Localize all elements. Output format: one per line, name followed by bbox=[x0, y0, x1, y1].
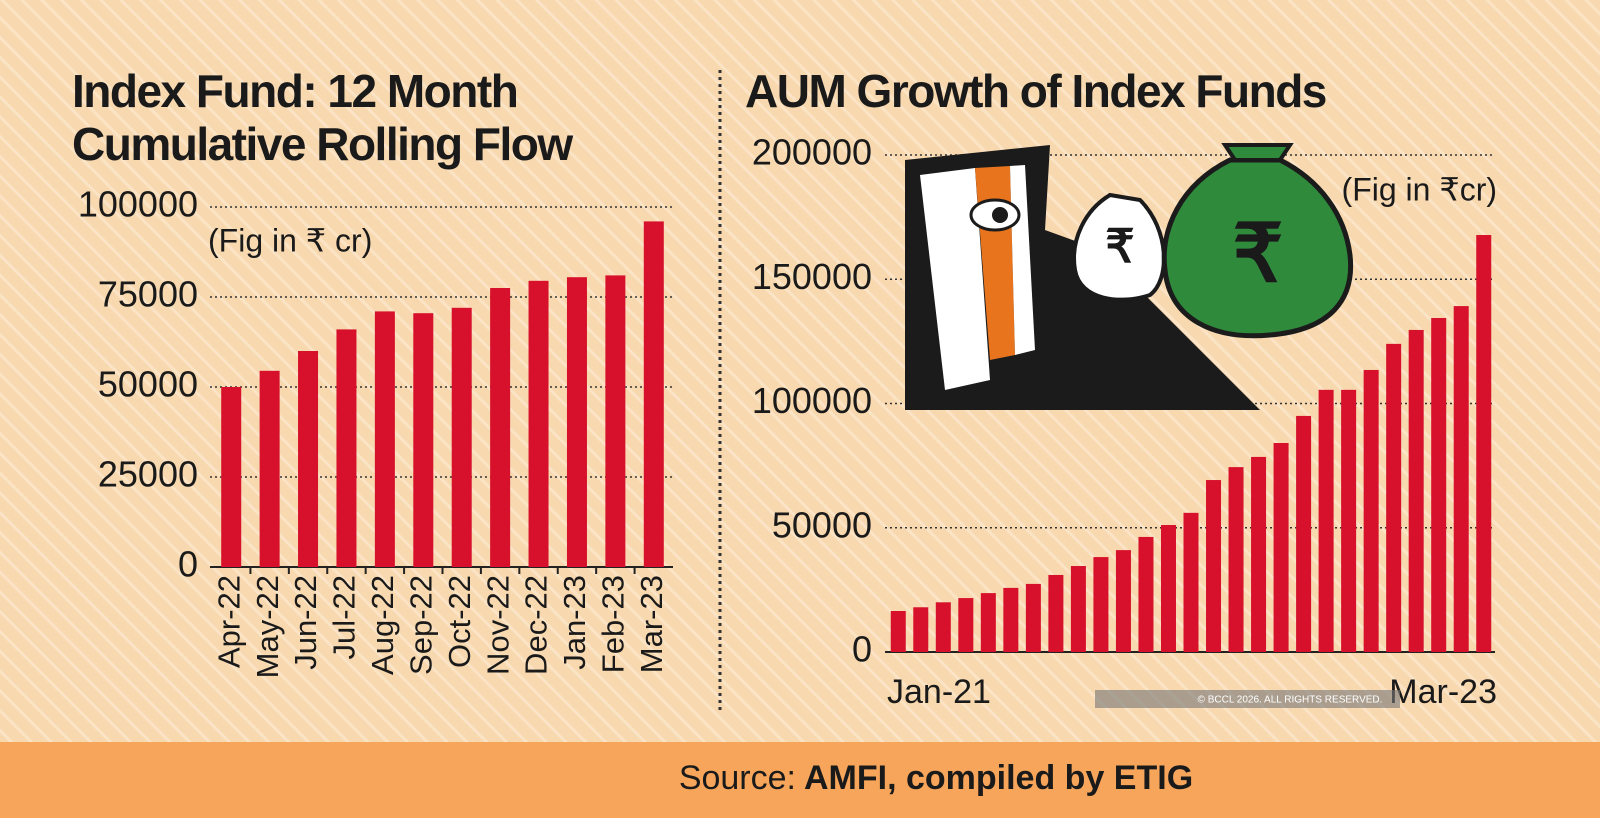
y-tick-label: 150000 bbox=[752, 256, 872, 297]
watermark-band bbox=[1095, 690, 1400, 708]
bar bbox=[413, 313, 434, 567]
bar bbox=[490, 288, 511, 567]
footer-band bbox=[0, 742, 1600, 818]
bar bbox=[1003, 587, 1019, 652]
bar bbox=[980, 593, 996, 652]
bar bbox=[1093, 557, 1109, 652]
y-tick-label: 100000 bbox=[78, 184, 198, 225]
bar bbox=[1025, 583, 1041, 652]
bar bbox=[451, 307, 472, 567]
source-text: AMFI, compiled by ETIG bbox=[804, 759, 1193, 797]
x-tick-label: Mar-23 bbox=[634, 575, 669, 673]
x-tick-label: Jan-23 bbox=[557, 575, 592, 670]
bar bbox=[374, 311, 395, 567]
bar bbox=[1206, 480, 1222, 652]
x-tick-label: Feb-23 bbox=[596, 575, 631, 673]
chart-title: AUM Growth of Index Funds bbox=[745, 65, 1326, 117]
bar bbox=[958, 598, 974, 652]
x-tick-label: Aug-22 bbox=[365, 575, 400, 675]
bar bbox=[221, 387, 242, 567]
bar bbox=[1476, 235, 1492, 652]
x-tick-label: Jun-22 bbox=[288, 575, 323, 670]
bar bbox=[913, 607, 929, 652]
x-tick-label: Sep-22 bbox=[403, 575, 438, 675]
bar bbox=[1453, 306, 1469, 652]
x-tick-label: Nov-22 bbox=[480, 575, 515, 675]
marks-layer: AUM Growth of Index Funds (Fig in ₹cr) Jan… bbox=[745, 65, 1497, 711]
y-tick-label: 50000 bbox=[98, 364, 198, 405]
bar bbox=[259, 370, 280, 567]
bar bbox=[890, 610, 906, 652]
x-tick-label: Mar-23 bbox=[1389, 673, 1497, 711]
y-tick-label: 100000 bbox=[752, 380, 872, 421]
grid-layer: 0 25000 50000 75000 100000 bbox=[78, 184, 673, 585]
bar bbox=[1431, 318, 1447, 652]
bar bbox=[605, 275, 626, 567]
y-tick-label: 75000 bbox=[98, 274, 198, 315]
bar bbox=[935, 602, 951, 652]
bar bbox=[298, 351, 319, 567]
bar bbox=[1341, 389, 1357, 652]
bar bbox=[1363, 369, 1379, 652]
bar bbox=[1228, 467, 1244, 652]
bar bbox=[566, 277, 587, 567]
source-label: Source: bbox=[679, 759, 796, 797]
chart-title: Index Fund: 12 Month bbox=[72, 65, 517, 117]
unit-note: (Fig in ₹cr) bbox=[1342, 171, 1497, 207]
bar bbox=[1138, 536, 1154, 652]
svg-text:₹: ₹ bbox=[1233, 209, 1284, 298]
bar bbox=[1251, 456, 1267, 652]
bar bbox=[1115, 550, 1131, 652]
x-tick-label: Jan-21 bbox=[887, 673, 991, 711]
y-tick-label: 25000 bbox=[98, 454, 198, 495]
chart-title: Cumulative Rolling Flow bbox=[72, 118, 573, 170]
bar bbox=[1160, 525, 1176, 652]
x-tick-label: Jul-22 bbox=[327, 575, 362, 659]
y-tick-label: 50000 bbox=[772, 504, 872, 545]
x-tick-label: Oct-22 bbox=[442, 575, 477, 668]
bar bbox=[1048, 574, 1064, 652]
bar bbox=[528, 280, 549, 567]
bar bbox=[1386, 343, 1402, 652]
unit-note: (Fig in ₹ cr) bbox=[208, 222, 372, 258]
bar bbox=[643, 221, 664, 567]
y-tick-label: 200000 bbox=[752, 132, 872, 173]
bar bbox=[1318, 389, 1334, 652]
bar bbox=[1070, 566, 1086, 652]
svg-text:₹: ₹ bbox=[1105, 220, 1134, 272]
y-tick-label: 0 bbox=[852, 629, 872, 670]
x-tick-label: Dec-22 bbox=[519, 575, 554, 675]
bar bbox=[1296, 415, 1312, 652]
y-tick-label: 0 bbox=[178, 544, 198, 585]
bar bbox=[1273, 443, 1289, 652]
bar bbox=[1183, 512, 1199, 652]
x-tick-label: Apr-22 bbox=[211, 575, 246, 668]
illustration: ₹ ₹ bbox=[905, 143, 1354, 410]
bar bbox=[336, 329, 357, 567]
bar bbox=[1408, 329, 1424, 652]
x-tick-label: May-22 bbox=[250, 575, 285, 678]
watermark: © BCCL 2026. ALL RIGHTS RESERVED. bbox=[1198, 695, 1383, 706]
